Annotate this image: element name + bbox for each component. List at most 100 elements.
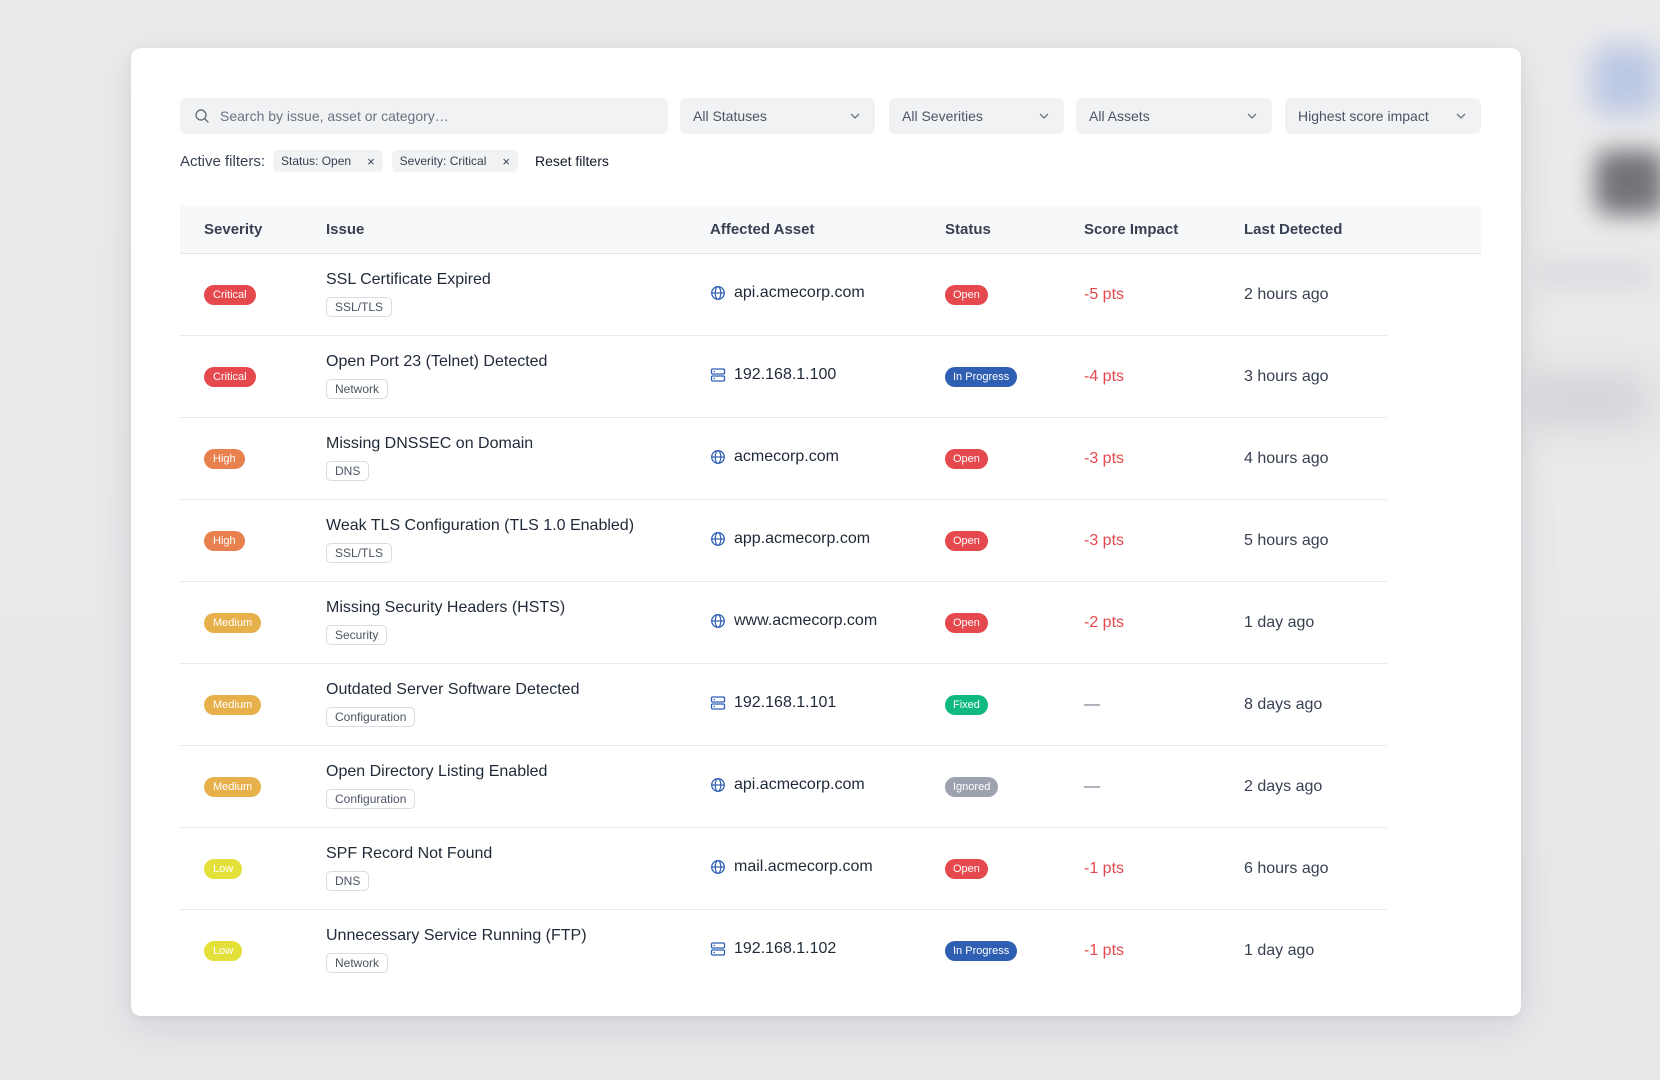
table-row[interactable]: Low SPF Record Not Found DNS mail.acmecorp.… [180,828,1387,910]
chevron-down-icon [850,113,860,119]
blurred-background-app [1595,150,1660,215]
table-row[interactable]: High Weak TLS Configuration (TLS 1.0 Enab… [180,500,1387,582]
server-icon [710,696,726,710]
table-row[interactable]: Medium Missing Security Headers (HSTS) Sec… [180,582,1387,664]
globe-icon [711,614,725,628]
search-icon [195,109,209,123]
category-tag: SSL/TLS [326,297,393,317]
column-header-score-impact[interactable]: Score Impact [1084,221,1179,238]
category-tag: Configuration [326,707,416,727]
last-detected: 4 hours ago [1244,450,1329,467]
status-badge: Open [945,285,988,305]
asset-name: api.acmecorp.com [734,284,865,301]
globe-icon [711,860,725,874]
issue-title[interactable]: Open Directory Listing Enabled [326,763,548,780]
sort-select-value: Highest score impact [1298,108,1429,124]
blurred-background-app [1530,370,1650,430]
column-header-severity[interactable]: Severity [204,221,263,238]
table-body: Critical SSL Certificate Expired SSL/TLS ap… [180,254,1481,992]
affected-asset[interactable]: www.acmecorp.com [710,612,877,630]
score-impact: -3 pts [1084,450,1125,467]
status-badge: Fixed [945,695,988,715]
affected-asset[interactable]: app.acmecorp.com [710,530,870,548]
issue-title[interactable]: Missing Security Headers (HSTS) [326,599,566,616]
asset-name: mail.acmecorp.com [734,858,873,875]
category-tag: Security [326,625,388,645]
last-detected: 2 hours ago [1244,286,1329,303]
affected-asset[interactable]: 192.168.1.100 [710,366,836,384]
issue-title[interactable]: Unnecessary Service Running (FTP) [326,927,587,944]
close-icon[interactable]: × [367,153,375,169]
affected-asset[interactable]: mail.acmecorp.com [710,858,873,876]
filter-chip-label: Status: Open [281,154,352,168]
severity-select[interactable]: All Severities [889,98,1064,134]
affected-asset[interactable]: api.acmecorp.com [710,284,865,302]
score-impact: -1 pts [1084,860,1125,877]
sort-select[interactable]: Highest score impact [1285,98,1481,134]
score-impact: -4 pts [1084,368,1125,385]
issue-title[interactable]: Outdated Server Software Detected [326,681,580,698]
category-tag: SSL/TLS [326,543,393,563]
status-badge: In Progress [945,367,1018,387]
score-impact: -5 pts [1084,286,1125,303]
severity-badge: Medium [204,777,262,797]
search-box[interactable] [180,98,668,134]
globe-icon [711,532,725,546]
column-header-affected-asset[interactable]: Affected Asset [710,221,815,238]
status-select[interactable]: All Statuses [680,98,875,134]
globe-icon [711,778,725,792]
issue-title[interactable]: SPF Record Not Found [326,845,493,862]
table-row[interactable]: Medium Outdated Server Software Detected C… [180,664,1387,746]
reset-filters-button[interactable]: Reset filters [534,153,609,169]
asset-name: api.acmecorp.com [734,776,865,793]
filter-chip-severity[interactable]: Severity: Critical × [391,150,518,172]
severity-badge: Low [204,941,243,961]
last-detected: 3 hours ago [1244,368,1329,385]
severity-badge: Critical [204,367,256,387]
chevron-down-icon [1456,113,1466,119]
search-input[interactable] [220,108,650,124]
server-icon [710,368,726,382]
close-icon[interactable]: × [502,153,510,169]
column-header-last-detected[interactable]: Last Detected [1244,221,1343,238]
blurred-background-app [1590,45,1660,115]
severity-select-value: All Severities [902,108,983,124]
table-row[interactable]: Critical Open Port 23 (Telnet) Detected Ne… [180,336,1387,418]
affected-asset[interactable]: 192.168.1.102 [710,940,836,958]
score-impact: -3 pts [1084,532,1125,549]
affected-asset[interactable]: acmecorp.com [710,448,839,466]
server-icon [710,942,726,956]
blurred-background-app [1540,260,1650,290]
status-badge: Open [945,449,988,469]
table-header: Severity Issue Affected Asset Status Sco… [180,206,1481,254]
status-select-value: All Statuses [693,108,767,124]
issue-title[interactable]: Missing DNSSEC on Domain [326,435,534,452]
issue-title[interactable]: SSL Certificate Expired [326,271,491,288]
asset-name: app.acmecorp.com [734,530,871,547]
category-tag: Network [326,953,389,973]
asset-select-value: All Assets [1089,108,1150,124]
table-row[interactable]: High Missing DNSSEC on Domain DNS acmecorp.… [180,418,1387,500]
column-header-status[interactable]: Status [945,221,991,238]
severity-badge: Medium [204,613,262,633]
table-row[interactable]: Low Unnecessary Service Running (FTP) Netw… [180,910,1387,992]
affected-asset[interactable]: 192.168.1.101 [710,694,836,712]
issue-title[interactable]: Weak TLS Configuration (TLS 1.0 Enabled) [326,517,635,534]
chevron-down-icon [1247,113,1257,119]
issue-title[interactable]: Open Port 23 (Telnet) Detected [326,353,548,370]
last-detected: 2 days ago [1244,778,1323,795]
severity-badge: High [204,531,245,551]
filter-chip-status[interactable]: Status: Open × [273,150,383,172]
asset-name: 192.168.1.102 [734,940,837,957]
asset-select[interactable]: All Assets [1076,98,1272,134]
score-impact: — [1084,696,1100,713]
score-impact: -2 pts [1084,614,1125,631]
status-badge: Ignored [945,777,999,797]
affected-asset[interactable]: api.acmecorp.com [710,776,865,794]
asset-name: www.acmecorp.com [734,612,878,629]
table-row[interactable]: Critical SSL Certificate Expired SSL/TLS ap… [180,254,1387,336]
asset-name: 192.168.1.101 [734,694,837,711]
category-tag: DNS [326,461,370,481]
column-header-issue[interactable]: Issue [326,221,365,238]
table-row[interactable]: Medium Open Directory Listing Enabled Conf… [180,746,1387,828]
